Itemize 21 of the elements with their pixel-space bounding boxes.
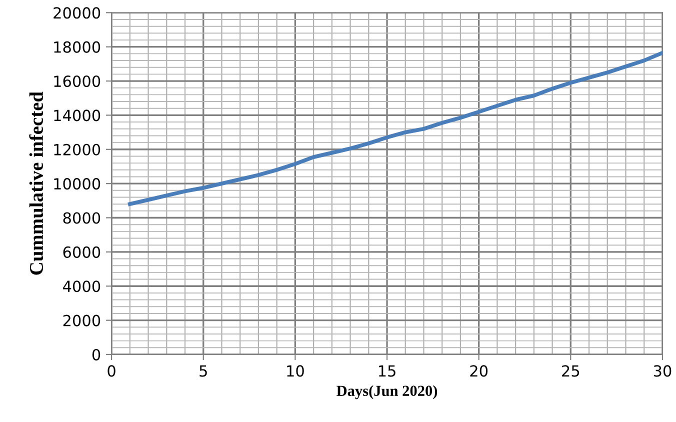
y-tick-label: 14000 (54, 110, 100, 122)
y-tick-label: 12000 (54, 144, 100, 156)
y-tick-label: 16000 (54, 75, 100, 88)
y-axis-title: Cummulative infected (29, 92, 44, 275)
line-series (128, 50, 662, 206)
y-tick-label: 10000 (54, 178, 100, 190)
y-tick-label: 18000 (54, 41, 100, 53)
y-tick-label: 20000 (54, 7, 100, 19)
x-tick-label: 5 (200, 365, 207, 377)
x-tick-label: 20 (470, 365, 488, 377)
x-tick-label: 0 (108, 365, 116, 377)
x-tick-label: 15 (378, 365, 396, 377)
x-tick-label: 10 (287, 365, 304, 377)
y-tick-label: 8000 (63, 212, 100, 224)
y-tick-label: 4000 (62, 280, 100, 292)
y-tick-label: 2000 (63, 314, 100, 326)
x-tick-label: 30 (654, 365, 672, 377)
y-tick-label: 6000 (63, 246, 100, 258)
y-tick-label: 0 (92, 348, 100, 360)
x-tick-label: 25 (562, 365, 580, 377)
x-axis-title: Days(Jun 2020) (336, 385, 438, 400)
